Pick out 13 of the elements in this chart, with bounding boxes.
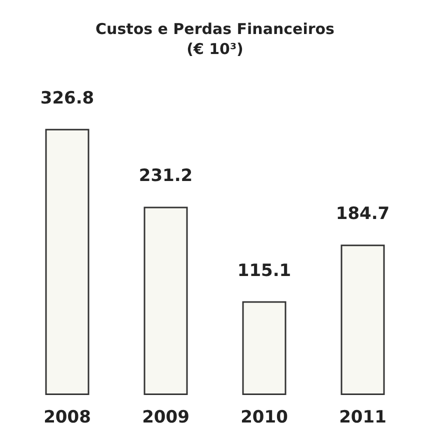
chart-title: Custos e Perdas Financeiros (€ 10³) <box>96 20 335 58</box>
bar <box>144 206 188 395</box>
data-label: 231.2 <box>138 166 193 186</box>
x-tick-label: 2009 <box>142 408 190 428</box>
bar <box>340 244 385 395</box>
data-label: 184.7 <box>336 204 390 224</box>
x-tick-label: 2010 <box>240 408 288 428</box>
x-tick-label: 2011 <box>339 408 386 428</box>
bar <box>45 128 90 395</box>
data-label: 115.1 <box>237 260 292 281</box>
data-label: 326.8 <box>40 88 94 108</box>
bar <box>242 301 286 395</box>
x-tick-label: 2008 <box>44 408 91 428</box>
